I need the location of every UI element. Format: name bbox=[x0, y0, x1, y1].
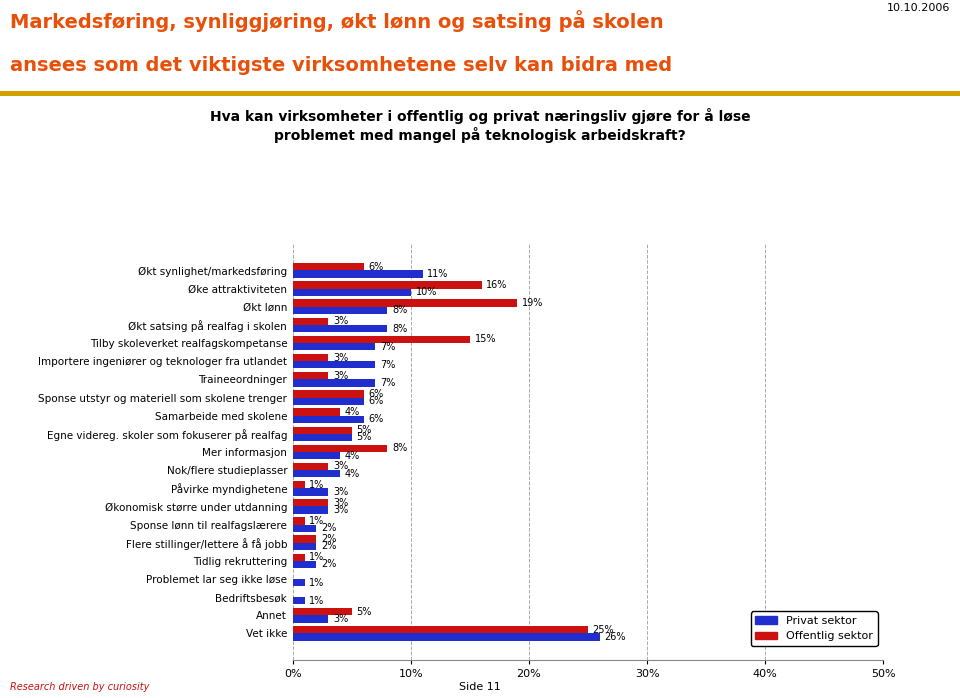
Text: 16%: 16% bbox=[487, 280, 508, 290]
Bar bbox=[293, 343, 375, 350]
Bar bbox=[293, 281, 482, 288]
Text: 19%: 19% bbox=[522, 298, 543, 308]
Bar bbox=[293, 535, 317, 543]
Text: 3%: 3% bbox=[333, 505, 348, 515]
Text: 2%: 2% bbox=[322, 560, 337, 570]
Bar bbox=[293, 336, 469, 343]
Text: 7%: 7% bbox=[380, 342, 396, 352]
Text: 2%: 2% bbox=[322, 542, 337, 551]
Bar bbox=[293, 463, 328, 470]
Bar bbox=[293, 616, 328, 623]
Bar bbox=[293, 579, 304, 586]
Bar bbox=[293, 525, 317, 532]
Text: ansees som det viktigste virksomhetene selv kan bidra med: ansees som det viktigste virksomhetene s… bbox=[10, 56, 672, 75]
Text: Markedsføring, synliggjøring, økt lønn og satsing på skolen: Markedsføring, synliggjøring, økt lønn o… bbox=[10, 10, 663, 32]
Bar bbox=[293, 372, 328, 379]
Bar bbox=[293, 288, 411, 296]
Text: 1%: 1% bbox=[309, 552, 324, 562]
Text: 6%: 6% bbox=[369, 396, 384, 406]
Bar bbox=[293, 299, 517, 306]
Bar bbox=[293, 361, 375, 369]
Bar bbox=[293, 608, 352, 616]
Text: 1%: 1% bbox=[309, 578, 324, 588]
Text: 5%: 5% bbox=[356, 433, 372, 443]
Text: 2%: 2% bbox=[322, 534, 337, 544]
Text: 6%: 6% bbox=[369, 262, 384, 272]
Text: 3%: 3% bbox=[333, 316, 348, 326]
Bar bbox=[293, 470, 340, 477]
Bar bbox=[293, 354, 328, 361]
Text: 6%: 6% bbox=[369, 415, 384, 424]
Bar bbox=[293, 445, 387, 452]
Bar bbox=[293, 626, 588, 634]
Text: 25%: 25% bbox=[592, 625, 614, 635]
Bar bbox=[293, 379, 375, 387]
Bar bbox=[293, 597, 304, 604]
Bar bbox=[293, 452, 340, 459]
Bar bbox=[293, 263, 364, 270]
Bar bbox=[293, 489, 328, 496]
Text: 4%: 4% bbox=[345, 469, 360, 479]
Bar bbox=[293, 397, 364, 405]
Bar bbox=[293, 325, 387, 332]
Text: Hva kan virksomheter i offentlig og privat næringsliv gjøre for å løse
problemet: Hva kan virksomheter i offentlig og priv… bbox=[209, 108, 751, 143]
Text: 3%: 3% bbox=[333, 614, 348, 624]
Text: 3%: 3% bbox=[333, 461, 348, 471]
Text: 15%: 15% bbox=[474, 334, 496, 344]
Text: Side 11: Side 11 bbox=[459, 683, 501, 692]
Text: 6%: 6% bbox=[369, 389, 384, 399]
Text: 1%: 1% bbox=[309, 516, 324, 526]
Bar bbox=[293, 433, 352, 441]
Text: 7%: 7% bbox=[380, 360, 396, 370]
Bar bbox=[293, 554, 304, 561]
Bar bbox=[293, 415, 364, 423]
Text: Research driven by curiosity: Research driven by curiosity bbox=[10, 683, 149, 692]
Text: 5%: 5% bbox=[356, 607, 372, 617]
Text: 3%: 3% bbox=[333, 498, 348, 507]
Text: 11%: 11% bbox=[427, 269, 448, 279]
Bar bbox=[293, 561, 317, 568]
Bar bbox=[293, 517, 304, 525]
Text: 8%: 8% bbox=[392, 305, 407, 315]
Text: 1%: 1% bbox=[309, 480, 324, 489]
Bar bbox=[293, 507, 328, 514]
Bar bbox=[293, 306, 387, 314]
Text: 8%: 8% bbox=[392, 443, 407, 453]
Bar bbox=[293, 634, 600, 641]
Bar bbox=[293, 543, 317, 550]
Bar bbox=[293, 481, 304, 489]
Text: 3%: 3% bbox=[333, 487, 348, 497]
Text: 10.10.2006: 10.10.2006 bbox=[887, 3, 950, 13]
Bar bbox=[293, 426, 352, 433]
Bar bbox=[293, 270, 422, 278]
Text: 10%: 10% bbox=[416, 287, 437, 297]
Text: 4%: 4% bbox=[345, 407, 360, 417]
Text: 8%: 8% bbox=[392, 324, 407, 334]
Bar bbox=[293, 499, 328, 507]
Text: 5%: 5% bbox=[356, 425, 372, 435]
Text: 26%: 26% bbox=[605, 632, 626, 642]
Text: 1%: 1% bbox=[309, 596, 324, 606]
Legend: Privat sektor, Offentlig sektor: Privat sektor, Offentlig sektor bbox=[751, 611, 877, 646]
Text: 2%: 2% bbox=[322, 524, 337, 533]
Bar bbox=[293, 408, 340, 415]
Bar bbox=[293, 390, 364, 397]
Bar bbox=[293, 318, 328, 325]
Text: 3%: 3% bbox=[333, 371, 348, 380]
Text: 4%: 4% bbox=[345, 451, 360, 461]
Text: 7%: 7% bbox=[380, 378, 396, 388]
Text: 3%: 3% bbox=[333, 352, 348, 362]
